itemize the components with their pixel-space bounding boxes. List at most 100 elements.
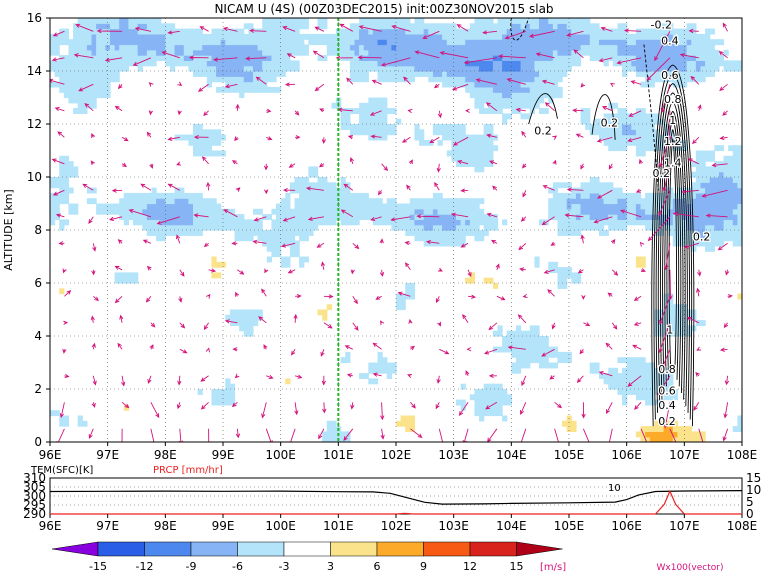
field-cell — [252, 86, 259, 93]
field-cell — [631, 198, 637, 205]
field-cell — [165, 224, 171, 231]
field-cell — [229, 28, 236, 35]
field-cell — [714, 145, 720, 152]
field-cell — [73, 28, 79, 35]
field-cell — [86, 33, 93, 40]
field-cell — [645, 214, 651, 220]
field-cell — [137, 23, 143, 30]
field-cell — [488, 134, 494, 141]
field-cell — [557, 55, 563, 61]
field-cell — [631, 192, 637, 199]
field-cell — [640, 33, 646, 40]
field-cell — [718, 192, 725, 199]
surface-x-tick-label: 96E — [39, 519, 62, 533]
field-cell — [326, 39, 333, 46]
wind-vector — [375, 295, 382, 300]
wind-vector — [90, 315, 95, 323]
field-cell — [502, 55, 508, 61]
field-cell — [220, 86, 226, 93]
wind-vector — [320, 261, 326, 270]
field-cell — [640, 60, 646, 67]
field-cell — [511, 92, 517, 99]
field-cell — [658, 49, 665, 56]
field-cell — [566, 44, 572, 51]
field-cell — [437, 208, 443, 215]
field-cell — [566, 65, 572, 72]
field-cell — [732, 198, 738, 205]
field-cell — [377, 65, 383, 72]
field-cell — [262, 60, 268, 67]
field-cell — [179, 187, 185, 194]
field-cell — [617, 373, 623, 379]
field-cell — [349, 71, 356, 77]
field-cell — [677, 76, 683, 83]
field-cell — [608, 44, 614, 51]
field-cell — [271, 33, 277, 40]
field-cell — [206, 39, 213, 46]
field-cell — [497, 33, 503, 40]
field-cell — [68, 60, 74, 67]
wind-vector — [672, 211, 699, 218]
field-cell — [197, 145, 203, 152]
field-cell — [566, 60, 572, 67]
field-cell — [552, 198, 559, 205]
field-cell — [686, 23, 692, 30]
field-cell — [520, 60, 526, 67]
field-cell — [695, 71, 702, 77]
field-cell — [515, 362, 522, 369]
field-cell — [585, 18, 591, 24]
field-cell — [511, 55, 517, 61]
field-cell — [229, 33, 236, 40]
field-cell — [216, 33, 222, 40]
field-cell — [488, 145, 494, 152]
field-cell — [589, 224, 595, 231]
field-cell — [525, 49, 531, 56]
field-cell — [137, 55, 143, 61]
field-cell — [169, 65, 176, 72]
wind-vector — [258, 316, 267, 324]
field-cell — [479, 235, 485, 242]
field-cell — [239, 60, 245, 67]
field-cell — [59, 155, 65, 162]
field-cell — [543, 341, 549, 348]
field-cell — [432, 224, 439, 231]
field-cell — [285, 192, 291, 199]
field-cell — [285, 256, 291, 263]
field-cell — [252, 71, 259, 77]
field-cell — [252, 230, 259, 236]
field-cell — [506, 65, 512, 72]
field-cell — [63, 28, 70, 35]
field-cell — [340, 436, 346, 442]
field-cell — [50, 65, 56, 72]
field-cell — [622, 108, 628, 114]
field-cell — [91, 102, 97, 109]
field-cell — [349, 33, 356, 40]
field-cell — [414, 235, 420, 242]
field-cell — [396, 214, 402, 220]
field-cell — [377, 49, 383, 56]
field-cell — [695, 198, 702, 205]
field-cell — [100, 203, 106, 210]
wind-vector — [576, 375, 584, 383]
field-cell — [151, 192, 157, 199]
field-cell — [368, 102, 374, 109]
field-cell — [271, 86, 277, 93]
field-cell — [455, 155, 462, 162]
wind-vector — [658, 137, 671, 168]
field-cell — [672, 309, 679, 316]
field-cell — [497, 86, 503, 93]
field-cell — [705, 198, 711, 205]
field-cell — [677, 320, 683, 326]
field-cell — [575, 44, 582, 51]
wind-vector — [719, 347, 728, 352]
field-cell — [455, 49, 462, 56]
field-cell — [248, 81, 254, 88]
field-cell — [640, 39, 646, 46]
field-cell — [211, 65, 217, 72]
field-cell — [557, 230, 563, 236]
wind-vector — [697, 104, 702, 111]
field-cell — [276, 55, 282, 61]
field-cell — [511, 44, 517, 51]
field-cell — [677, 71, 683, 77]
